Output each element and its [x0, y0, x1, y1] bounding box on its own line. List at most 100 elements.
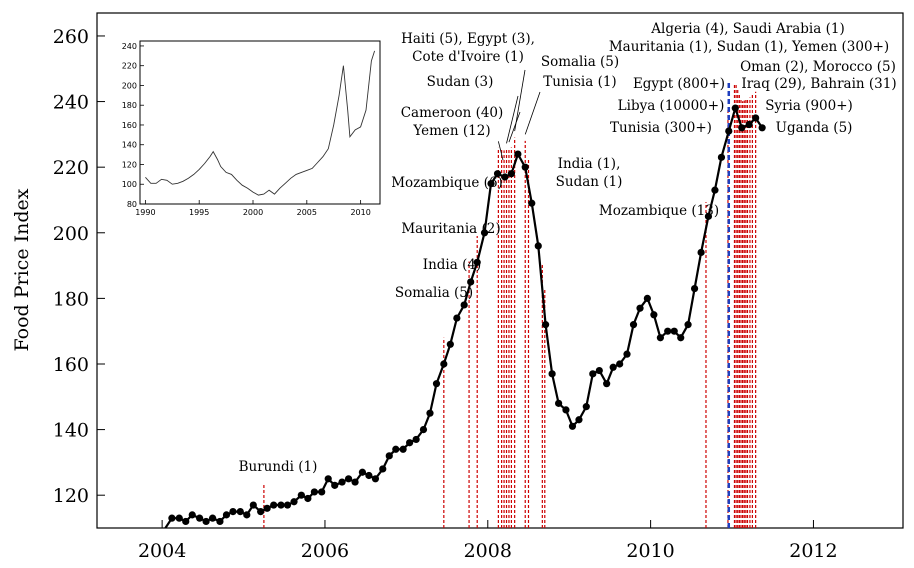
inset-y-tick-label: 180 [122, 101, 137, 110]
data-point [460, 301, 468, 309]
y-tick-label: 220 [53, 157, 89, 179]
annotation-cameroon: Cameroon (40) [401, 105, 504, 121]
data-point [324, 475, 332, 483]
inset-y-tick-label: 100 [122, 180, 137, 189]
annotation-libya: Libya (10000+) [618, 98, 725, 114]
annotation-mauritania-sudan-yemen: Mauritania (1), Sudan (1), Yemen (300+) [609, 39, 889, 55]
data-point [562, 406, 570, 414]
x-tick-label: 2004 [138, 540, 186, 562]
data-point [290, 498, 298, 506]
data-point [629, 321, 638, 329]
data-point [534, 242, 542, 250]
data-point [419, 425, 428, 434]
data-point [392, 445, 400, 453]
annotation-syria: Syria (900+) [765, 98, 853, 114]
data-point [243, 511, 251, 519]
inset-series-line [145, 50, 376, 196]
inset-x-tick-label: 1995 [189, 208, 209, 217]
inset-y-tick-label: 220 [122, 62, 137, 71]
annotation-haiti-egypt: Haiti (5), Egypt (3), [401, 31, 535, 47]
data-point [202, 517, 210, 526]
inset-y-axis: 80 100 120 140 160 180 200 220 240 [122, 42, 144, 209]
data-point [582, 403, 590, 411]
annotation-sudan-2008: Sudan (3) [427, 74, 494, 90]
annotation-leader [508, 111, 521, 143]
data-point [379, 465, 387, 473]
data-point [575, 416, 583, 424]
y-axis-label: Food Price Index [11, 188, 33, 351]
data-point [453, 314, 461, 322]
x-tick-label: 2006 [301, 540, 349, 562]
data-point [548, 370, 556, 378]
inset-frame [139, 40, 381, 205]
data-point [643, 294, 651, 302]
inset-x-tick-label: 2010 [350, 208, 370, 217]
data-point [656, 334, 664, 342]
annotation-india-2008: India (1), [558, 156, 621, 172]
data-point [507, 170, 515, 178]
data-point [664, 327, 672, 335]
annotation-mauritania-2007: Mauritania (2) [401, 221, 500, 237]
data-point [541, 321, 550, 329]
inset-y-tick-label: 240 [122, 42, 137, 51]
annotation-india-2007: India (4) [423, 257, 481, 273]
inset-y-tick-label: 80 [127, 200, 137, 209]
data-point [636, 304, 644, 312]
inset-chart: 1990 1995 2000 2005 2010 80 100 120 140 160 180 20… [122, 40, 381, 217]
annotation-egypt-2011: Egypt (800+) [633, 76, 725, 92]
annotation-tunisia-2011: Tunisia (300+) [610, 120, 712, 136]
inset-y-tick-label: 120 [122, 160, 137, 169]
data-point [514, 150, 522, 158]
data-point [616, 360, 624, 368]
data-point [175, 514, 183, 522]
data-point [568, 422, 577, 430]
inset-x-tick-label: 1990 [135, 208, 155, 217]
data-point [304, 494, 312, 503]
data-point [263, 504, 271, 512]
annotation-leader [497, 141, 504, 161]
inset-x-axis: 1990 1995 2000 2005 2010 [135, 200, 371, 217]
data-point [257, 507, 265, 516]
data-point [188, 511, 196, 519]
y-tick-label: 240 [53, 92, 89, 114]
data-point [650, 311, 658, 319]
data-point [473, 258, 481, 266]
data-point [670, 327, 678, 335]
data-point [338, 478, 346, 486]
data-point [528, 199, 536, 207]
data-point [358, 468, 367, 476]
data-point [406, 439, 414, 447]
data-point [432, 380, 441, 388]
inset-y-tick-label: 160 [122, 121, 137, 130]
data-point [555, 399, 563, 407]
inset-x-tick-label: 2005 [297, 208, 317, 217]
annotation-mozambique-2008: Mozambique (6) [391, 175, 503, 191]
data-point [365, 471, 373, 480]
y-tick-label: 200 [53, 223, 89, 245]
annotation-yemen-2008: Yemen (12) [412, 123, 490, 139]
data-point [595, 366, 603, 375]
inset-series [145, 50, 376, 196]
data-point [711, 186, 719, 194]
x-tick-label: 2012 [789, 540, 837, 562]
annotation-oman-morocco: Oman (2), Morocco (5) [740, 59, 896, 75]
data-point [270, 501, 278, 509]
data-point [209, 514, 217, 522]
annotation-iraq-bahrain: Iraq (29), Bahrain (31) [741, 76, 896, 92]
annotation-uganda: Uganda (5) [776, 120, 853, 136]
data-point [758, 124, 766, 132]
data-point [216, 517, 224, 526]
y-tick-label: 120 [53, 485, 89, 507]
y-tick-label: 180 [53, 288, 89, 310]
annotation-cote-divoire: Cote d'Ivoire (1) [412, 49, 524, 65]
data-point [725, 127, 733, 135]
data-point [745, 120, 753, 129]
data-point [589, 370, 597, 378]
data-point [331, 481, 339, 489]
data-point [412, 435, 420, 444]
data-point [603, 380, 611, 388]
annotation-mozambique-2010: Mozambique (13) [599, 203, 719, 219]
data-point [249, 501, 257, 509]
data-point [501, 173, 509, 181]
annotation-leader [506, 95, 519, 144]
